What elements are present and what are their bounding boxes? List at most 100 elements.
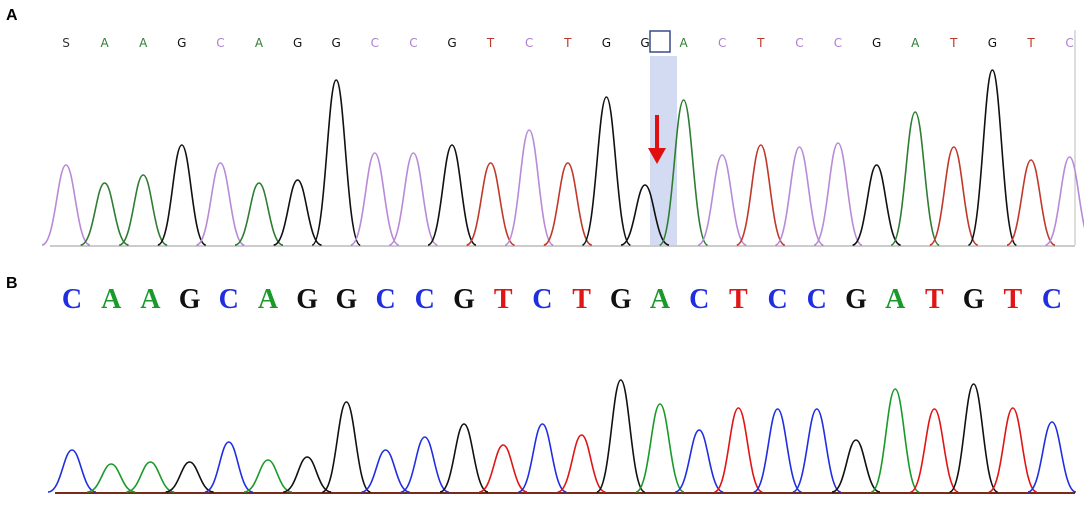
trace-peak [596,379,646,493]
base-call: C [834,36,842,50]
trace-peak [466,162,515,246]
trace-peak [910,408,959,493]
base-call: T [1003,284,1022,315]
base-call: G [447,36,456,50]
panel-label: B [6,275,18,292]
trace-peak [697,154,747,246]
base-call: G [640,36,649,50]
base-call: T [572,284,591,315]
base-call: A [679,36,688,50]
trace-peak [929,146,979,246]
trace-peak [204,441,254,493]
trace-peak [322,401,371,493]
base-call: C [807,284,827,315]
base-call: C [795,36,803,50]
base-call: C [525,36,533,50]
base-call: G [602,36,611,50]
base-call: A [140,284,161,315]
trace-peak [852,164,901,246]
trace-peak [87,463,136,493]
base-call: G [872,36,881,50]
base-call: C [1065,36,1073,50]
selected-base-box [649,30,671,53]
base-call: C [718,36,726,50]
base-call: A [100,36,109,50]
trace-peak [635,403,685,493]
base-call: G [610,284,632,315]
base-call: A [911,36,920,50]
trace-peak [1027,421,1077,493]
base-call: C [767,284,787,315]
base-call: T [925,284,944,315]
trace-peak [234,182,284,246]
trace-peak [400,436,450,493]
trace-peak [126,461,175,493]
base-call: A [885,284,906,315]
base-call: G [845,284,867,315]
base-call: C [371,36,379,50]
trace-peak [870,388,920,493]
base-call: G [177,36,186,50]
trace-peak [427,144,477,246]
trace-peak [813,142,863,246]
panel-label: A [6,7,18,24]
base-call: T [494,284,513,315]
base-call: C [415,284,435,315]
trace-peak [118,174,168,246]
trace-peak [47,449,97,493]
trace-peak [949,383,999,493]
trace-peak [753,408,802,493]
base-call: G [963,284,985,315]
trace-peak [736,144,786,246]
trace-peak [1045,156,1084,246]
trace-peak [967,69,1018,246]
trace-peak [80,182,129,246]
trace-peak [774,146,824,246]
trace-peak [620,184,670,246]
base-call: A [258,284,279,315]
base-call: C [409,36,417,50]
trace-peak [543,162,593,246]
base-call: G [988,36,997,50]
trace-peak [518,423,567,493]
base-call: T [729,284,748,315]
base-call: C [219,284,239,315]
trace-peak [165,461,214,493]
trace-peak [157,144,207,246]
trace-peak [196,162,245,246]
trace-peak [792,408,842,493]
trace-peak [389,152,438,246]
base-call: G [336,284,358,315]
trace-peak [674,429,724,493]
base-call: C [1042,284,1062,315]
base-call: T [756,36,765,50]
base-call: T [1026,36,1035,50]
base-call: C [62,284,82,315]
trace-peak [581,96,632,246]
trace-peak [439,423,489,493]
trace-peak [714,407,763,493]
base-call: G [453,284,475,315]
base-call: T [949,36,958,50]
trace-peak [311,79,361,246]
base-call: G [296,284,318,315]
trace-peak [478,444,528,493]
trace-peak [41,164,91,246]
base-call: C [375,284,395,315]
trace-peak [658,99,709,246]
base-call: A [650,284,671,315]
trace-peak [1006,159,1056,246]
trace-peak [988,407,1038,493]
base-call: C [216,36,224,50]
base-call: C [689,284,709,315]
base-call: A [139,36,148,50]
arrow [648,115,666,164]
trace-peak [282,456,332,493]
trace-peak [243,459,293,493]
base-call: G [179,284,201,315]
base-call: T [563,36,572,50]
trace-peak [557,434,606,493]
base-call: S [62,36,70,50]
base-call: G [332,36,341,50]
